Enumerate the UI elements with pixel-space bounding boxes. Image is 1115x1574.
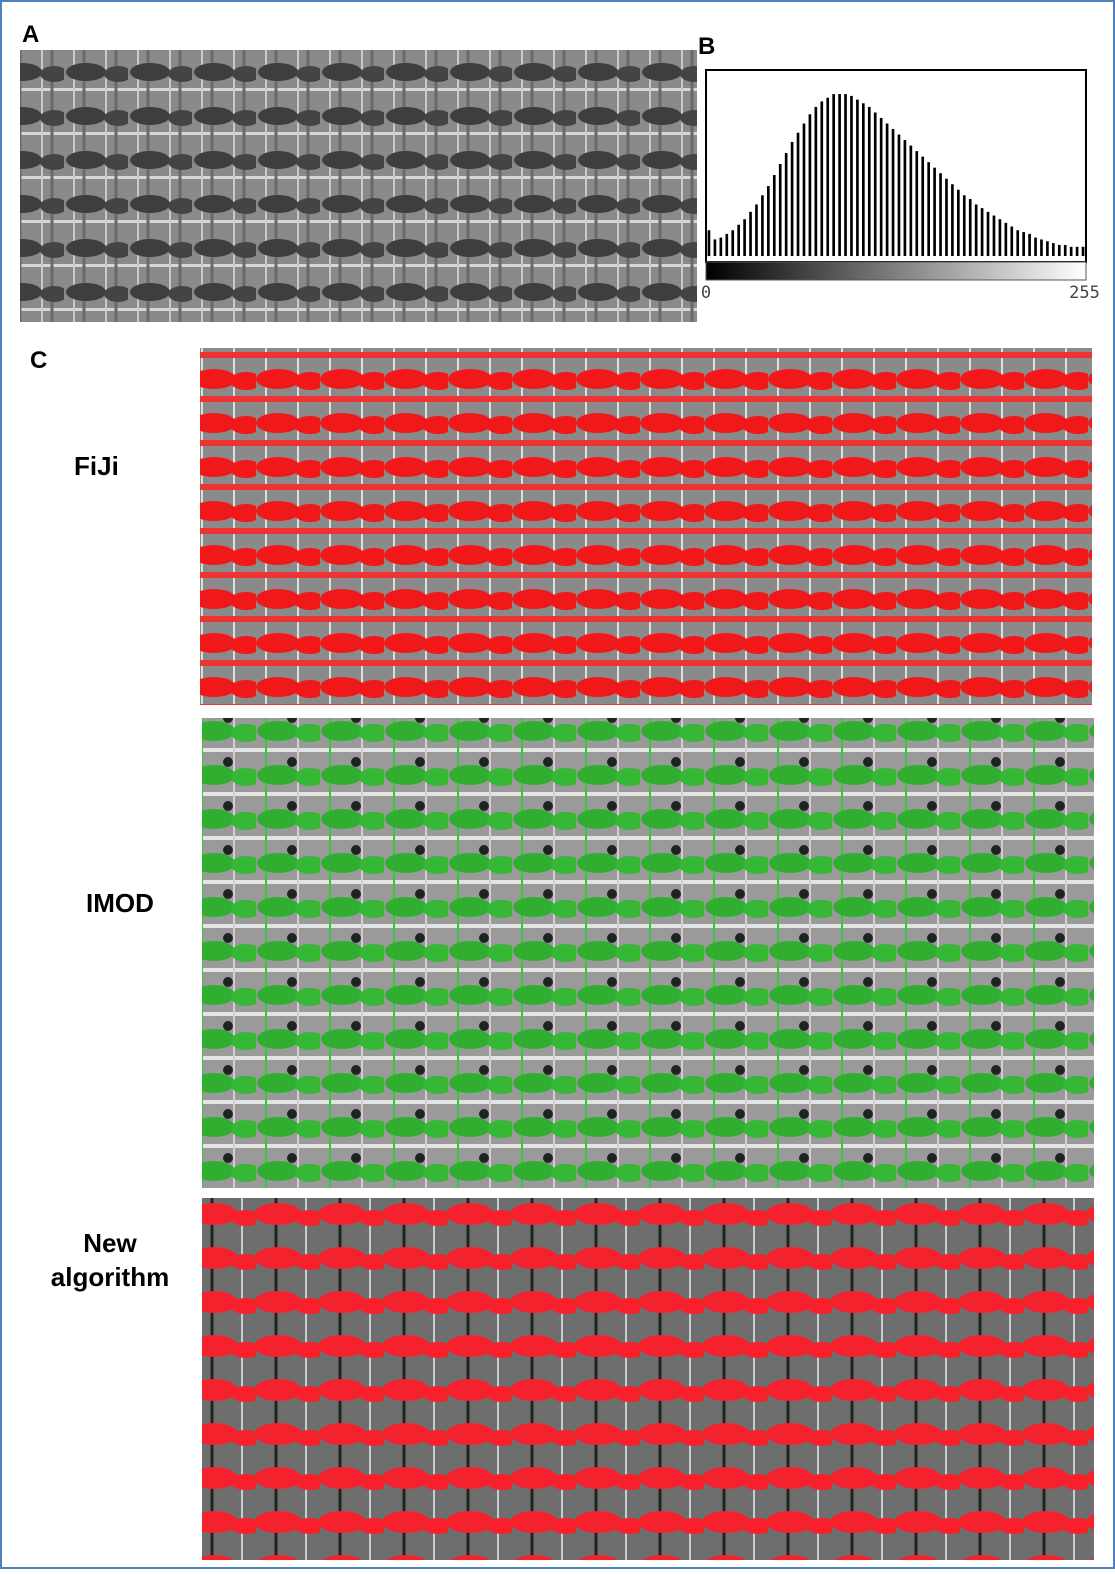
bar	[909, 145, 913, 256]
bar	[1034, 237, 1037, 256]
x-tick-label: 0	[701, 283, 711, 303]
bar	[1010, 226, 1014, 256]
bar	[974, 204, 978, 256]
bar	[1022, 232, 1025, 256]
new-algorithm-overlay	[202, 1198, 1094, 1560]
bar	[939, 173, 942, 256]
bar	[957, 189, 960, 256]
row-label: FiJi	[74, 451, 119, 481]
bar	[885, 123, 889, 257]
bar	[784, 152, 788, 256]
bar	[749, 211, 752, 256]
bar	[915, 151, 919, 256]
row-label: New algorithm	[51, 1228, 169, 1292]
bar	[719, 237, 723, 256]
bar	[903, 140, 907, 256]
bar	[856, 99, 859, 256]
panel-label: B	[698, 33, 715, 60]
bar	[1040, 239, 1043, 256]
bar	[945, 178, 948, 256]
micrograph	[20, 50, 697, 322]
bar	[867, 106, 871, 257]
bar	[814, 106, 818, 257]
bar	[862, 103, 865, 256]
bar	[1081, 246, 1085, 256]
row-label: IMOD	[86, 888, 154, 918]
bar	[778, 164, 782, 256]
bar	[838, 94, 841, 256]
bar	[767, 186, 770, 256]
bar	[968, 198, 972, 256]
gray-ramp	[705, 261, 1087, 281]
panel-label: A	[22, 21, 39, 48]
bar	[1075, 246, 1079, 256]
bar	[761, 195, 764, 256]
bar	[951, 184, 954, 256]
bar	[826, 97, 830, 256]
panel-label: C	[30, 347, 47, 374]
bar	[1004, 222, 1008, 256]
bar	[962, 195, 966, 256]
bar	[1063, 244, 1067, 256]
bar	[844, 94, 847, 256]
bar	[873, 112, 877, 256]
bar	[737, 224, 740, 256]
bar	[755, 204, 758, 256]
bar	[820, 101, 824, 256]
bar	[743, 219, 746, 256]
bar	[731, 230, 735, 256]
bar	[832, 94, 835, 256]
bar	[725, 233, 729, 256]
bar	[772, 175, 776, 256]
x-tick-label: 255	[1069, 283, 1100, 303]
bar	[891, 129, 895, 256]
bar	[992, 215, 996, 256]
bar	[1046, 241, 1049, 256]
bar	[796, 132, 800, 256]
bar	[897, 134, 901, 256]
bar	[998, 219, 1002, 256]
bar	[1057, 244, 1061, 256]
bar	[1028, 233, 1031, 256]
bar	[713, 239, 717, 256]
bar	[1052, 243, 1055, 256]
histogram: 0 255	[701, 94, 1100, 303]
bar	[790, 141, 794, 256]
bar	[1016, 230, 1020, 256]
bar	[1069, 246, 1073, 256]
fiji-overlay	[200, 348, 1092, 705]
bar	[802, 123, 806, 257]
imod-overlay	[202, 718, 1094, 1188]
bar	[921, 156, 925, 256]
bar	[986, 211, 990, 256]
bar	[707, 230, 711, 256]
bar	[879, 118, 883, 256]
bar	[933, 167, 936, 256]
bar	[850, 95, 853, 256]
bar	[980, 208, 984, 256]
bar	[808, 114, 812, 256]
bar	[927, 162, 930, 256]
